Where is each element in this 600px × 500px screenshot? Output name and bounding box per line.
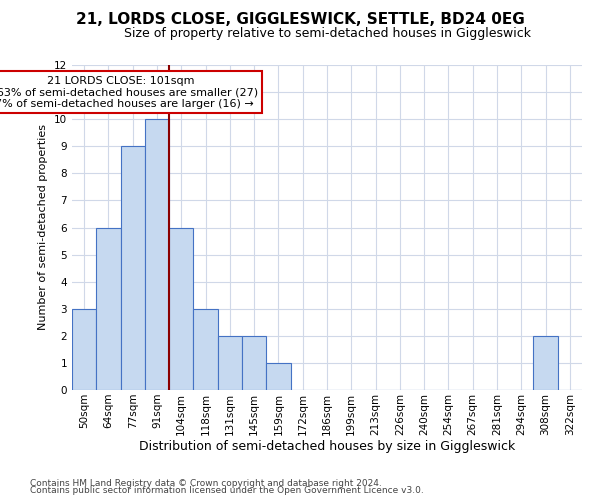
Bar [533, 336, 558, 390]
Bar [169, 228, 193, 390]
Text: 21 LORDS CLOSE: 101sqm
← 63% of semi-detached houses are smaller (27)
37% of sem: 21 LORDS CLOSE: 101sqm ← 63% of semi-det… [0, 76, 257, 109]
Bar [242, 336, 266, 390]
Text: Contains HM Land Registry data © Crown copyright and database right 2024.: Contains HM Land Registry data © Crown c… [30, 478, 382, 488]
Title: Size of property relative to semi-detached houses in Giggleswick: Size of property relative to semi-detach… [124, 27, 530, 40]
Y-axis label: Number of semi-detached properties: Number of semi-detached properties [38, 124, 49, 330]
Bar [145, 119, 169, 390]
Bar [72, 308, 96, 390]
Text: 21, LORDS CLOSE, GIGGLESWICK, SETTLE, BD24 0EG: 21, LORDS CLOSE, GIGGLESWICK, SETTLE, BD… [76, 12, 524, 28]
Bar [218, 336, 242, 390]
Bar [193, 308, 218, 390]
X-axis label: Distribution of semi-detached houses by size in Giggleswick: Distribution of semi-detached houses by … [139, 440, 515, 454]
Bar [121, 146, 145, 390]
Text: Contains public sector information licensed under the Open Government Licence v3: Contains public sector information licen… [30, 486, 424, 495]
Bar [96, 228, 121, 390]
Bar [266, 363, 290, 390]
